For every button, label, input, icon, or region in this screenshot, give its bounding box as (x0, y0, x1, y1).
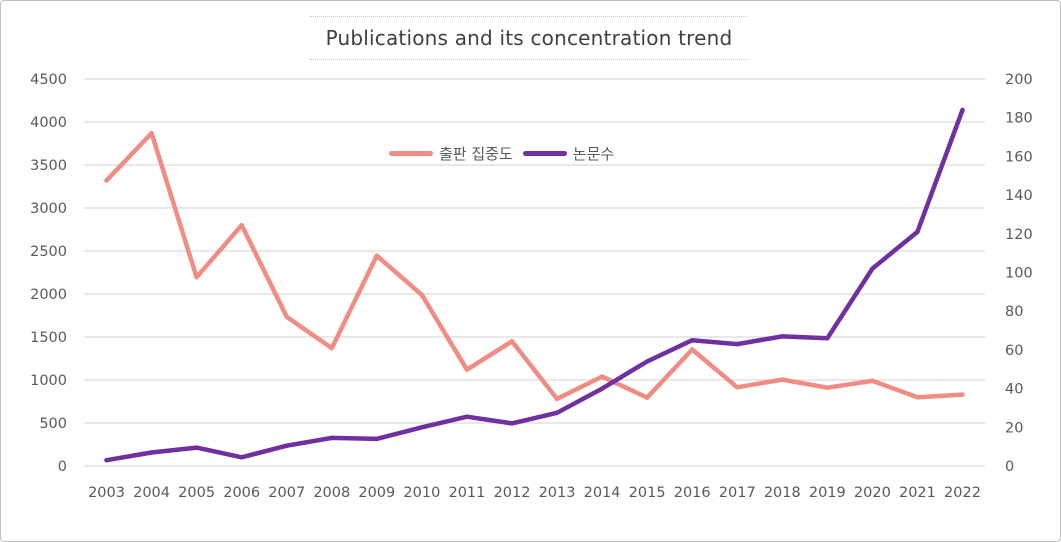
data-point-series-1 (509, 339, 515, 344)
y-left-tick-label: 3000 (30, 201, 67, 217)
data-point-series-1 (599, 374, 605, 379)
y-axis-right: 0 20 40 60 80 100 120 140 160 180 200 (1005, 72, 1033, 475)
data-point-series-1 (329, 345, 334, 351)
legend-swatch-series-2 (522, 151, 567, 156)
gridlines (84, 78, 985, 467)
data-point-series-2 (419, 425, 425, 430)
y-left-tick-label: 2500 (30, 244, 67, 260)
x-tick-label: 2005 (178, 485, 215, 501)
x-tick-label: 2004 (133, 485, 170, 501)
data-point-series-2 (104, 457, 109, 463)
data-point-series-1 (870, 378, 875, 384)
y-left-tick-label: 4000 (30, 115, 67, 131)
chart-title: Publications and its concentration trend (325, 26, 733, 50)
data-point-series-1 (960, 392, 965, 397)
data-point-series-2 (644, 359, 650, 364)
x-tick-label: 2019 (809, 485, 846, 501)
data-point-series-1 (554, 396, 560, 402)
data-point-series-1 (149, 130, 154, 136)
x-tick-label: 2018 (764, 485, 801, 501)
data-point-series-1 (194, 275, 199, 280)
x-tick-label: 2006 (223, 485, 260, 501)
data-point-series-2 (239, 455, 244, 460)
data-point-series-2 (960, 107, 965, 113)
chart-title-box: Publications and its concentration trend (310, 16, 748, 60)
x-tick-label: 2007 (268, 485, 305, 501)
data-point-series-1 (735, 385, 740, 390)
data-point-series-2 (374, 436, 380, 442)
y-right-tick-label: 20 (1005, 420, 1023, 436)
x-tick-label: 2016 (674, 485, 711, 501)
x-tick-label: 2021 (899, 485, 936, 501)
data-point-series-1 (284, 314, 289, 319)
x-tick-label: 2014 (584, 485, 621, 501)
data-point-series-2 (599, 386, 605, 391)
data-point-series-1 (464, 367, 470, 372)
data-point-series-1 (419, 292, 425, 298)
data-point-series-2 (825, 336, 830, 341)
data-point-series-1 (825, 385, 830, 390)
legend-item-series-1: 출판 집중도 (389, 143, 513, 164)
data-point-series-2 (735, 341, 740, 347)
data-point-series-2 (464, 414, 470, 419)
y-right-tick-label: 200 (1005, 72, 1033, 88)
data-point-series-1 (239, 223, 244, 228)
y-left-tick-label: 4500 (30, 72, 67, 88)
x-tick-label: 2022 (944, 485, 981, 501)
data-point-series-1 (644, 395, 650, 400)
x-axis: 2003 2004 2005 2006 2007 2008 2009 2010 2011 2012… (88, 485, 981, 501)
y-left-tick-label: 500 (39, 416, 67, 432)
data-point-series-1 (374, 253, 380, 258)
x-tick-label: 2011 (448, 485, 485, 501)
y-right-tick-label: 80 (1005, 304, 1023, 320)
x-tick-label: 2015 (629, 485, 666, 501)
data-point-series-2 (915, 229, 920, 235)
legend-label-series-2: 논문수 (572, 145, 615, 163)
data-point-series-2 (870, 266, 875, 271)
series-lines (104, 107, 965, 463)
y-right-tick-label: 0 (1005, 459, 1014, 475)
chart-legend: 출판 집중도 논문수 (389, 143, 614, 164)
data-point-series-2 (284, 443, 289, 448)
data-point-series-2 (689, 338, 695, 343)
x-tick-label: 2008 (313, 485, 350, 501)
data-point-series-2 (194, 445, 199, 450)
y-right-tick-label: 140 (1005, 188, 1033, 204)
y-left-tick-label: 3500 (30, 158, 67, 174)
legend-swatch-series-1 (389, 151, 433, 156)
x-tick-label: 2009 (358, 485, 395, 501)
legend-item-series-2: 논문수 (522, 143, 615, 164)
data-point-series-1 (689, 347, 695, 352)
data-point-series-2 (329, 435, 334, 441)
y-axis-left: 0 500 1000 1500 2000 2500 3000 3500 4000 4500 (30, 72, 67, 475)
y-right-tick-label: 120 (1005, 227, 1033, 243)
data-point-series-1 (104, 178, 109, 183)
y-right-tick-label: 180 (1005, 111, 1033, 127)
x-tick-label: 2017 (719, 485, 756, 501)
legend-label-series-1: 출판 집중도 (439, 145, 513, 163)
x-tick-label: 2013 (539, 485, 576, 501)
y-right-tick-label: 60 (1005, 343, 1023, 359)
x-tick-label: 2020 (854, 485, 891, 501)
y-left-tick-label: 1000 (30, 373, 67, 389)
data-point-series-2 (149, 450, 154, 455)
series-line-2 (104, 107, 965, 463)
series-line-1 (104, 130, 965, 402)
y-left-tick-label: 2000 (30, 287, 67, 303)
y-left-tick-label: 1500 (30, 330, 67, 346)
y-right-tick-label: 160 (1005, 149, 1033, 165)
data-point-series-2 (780, 334, 785, 339)
data-point-series-1 (915, 395, 920, 400)
y-right-tick-label: 40 (1005, 382, 1023, 398)
x-tick-label: 2012 (494, 485, 531, 501)
data-point-series-1 (780, 377, 785, 382)
x-tick-label: 2010 (403, 485, 440, 501)
y-right-tick-label: 100 (1005, 266, 1033, 282)
y-left-tick-label: 0 (58, 459, 67, 475)
data-point-series-2 (509, 421, 515, 426)
x-tick-label: 2003 (88, 485, 125, 501)
data-point-series-2 (554, 410, 560, 415)
